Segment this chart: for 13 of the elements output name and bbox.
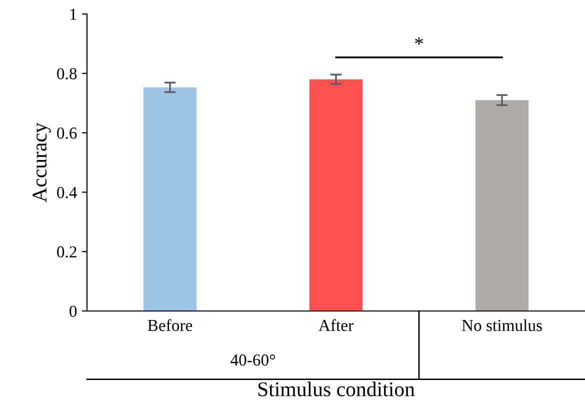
text: 40-60° <box>230 354 275 366</box>
y-tick-label: 0.2 <box>57 246 76 258</box>
y-tick-label: 0.4 <box>57 186 78 198</box>
annotation: * <box>415 38 423 45</box>
x-tick-label: No stimulus <box>462 319 542 332</box>
y-tick-label: 1 <box>70 8 76 20</box>
y-tick-label: 0 <box>70 306 77 317</box>
x-tick-label: Before <box>148 319 192 332</box>
x-tick-label: After <box>318 319 354 332</box>
x-axis-title: Stimulus condition <box>258 382 415 396</box>
y-tick-label: 0.8 <box>57 68 77 80</box>
y-tick-label: 0.6 <box>57 128 77 139</box>
y-axis-title: Accuracy <box>32 122 51 202</box>
